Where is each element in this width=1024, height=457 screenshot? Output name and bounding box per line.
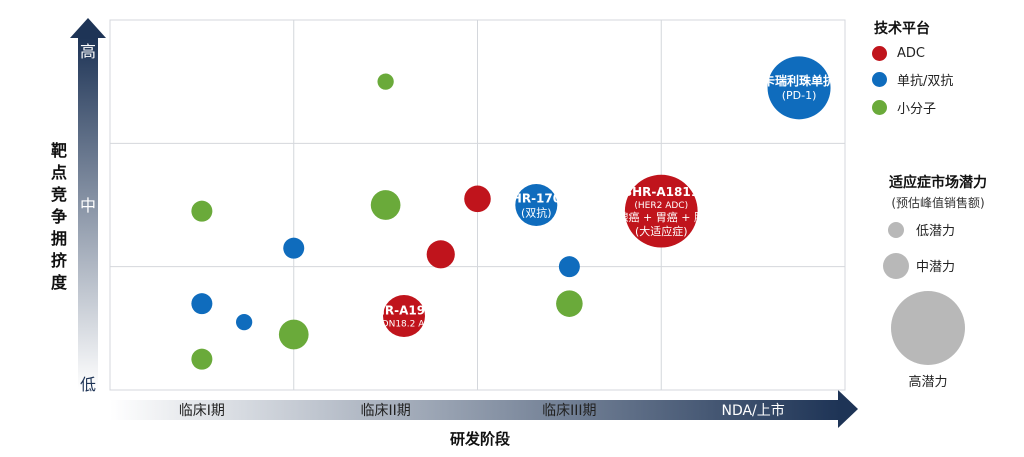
x-tick-label: NDA/上市 xyxy=(721,402,784,419)
bubble-sm xyxy=(556,290,583,317)
x-axis-bar xyxy=(110,400,840,420)
x-axis-arrowhead xyxy=(838,390,858,428)
bubble-label: SHR-A1904 xyxy=(366,304,442,318)
bubble-label: (双抗) xyxy=(521,205,552,219)
y-axis-bar xyxy=(78,38,98,390)
bubble-sm xyxy=(377,73,394,90)
size-legend-bubble xyxy=(891,291,965,365)
x-tick-labels: 临床I期 临床II期 临床III期 NDA/上市 xyxy=(179,402,785,419)
bubble-adc xyxy=(426,240,455,269)
x-tick-label: 临床III期 xyxy=(542,403,596,419)
bubble-label: (PD-1) xyxy=(782,89,817,102)
bubble-sm xyxy=(191,200,213,222)
y-axis-arrowhead xyxy=(70,18,106,38)
bubble-adc xyxy=(383,295,425,337)
size-legend-title: 适应症市场潜力 xyxy=(889,175,987,191)
x-axis-title: 研发阶段 xyxy=(450,430,510,448)
bubble-sm xyxy=(278,319,309,350)
bubble-sm xyxy=(370,190,401,220)
platform-legend-item: 小分子 xyxy=(872,98,953,117)
bubble-label: (HER2 ADC) xyxy=(634,201,688,211)
platform-legend-label: 单抗/双抗 xyxy=(897,74,954,89)
bubble-mab xyxy=(236,314,253,331)
bubble-mab xyxy=(515,184,558,226)
bubble-label: SHR-1701 xyxy=(503,191,569,205)
bubble-label: (CLDN18.2 ADC) xyxy=(367,320,441,330)
legend-dot-icon xyxy=(872,100,887,115)
y-tick-labels: 低中高 xyxy=(80,42,96,394)
bubble-label: (大适应症) xyxy=(635,224,688,238)
platform-legend-item: 单抗/双抗 xyxy=(872,70,953,89)
size-legend: 适应症市场潜力 (预估峰值销售额) xyxy=(858,172,1018,211)
platform-legend-title: 技术平台 xyxy=(874,21,930,37)
size-legend-subtitle: (预估峰值销售额) xyxy=(891,196,985,210)
y-tick-label: 高 xyxy=(80,42,96,61)
x-tick-label: 临床II期 xyxy=(360,403,410,419)
bubble-label: 卡瑞利珠单抗 xyxy=(763,73,835,88)
size-legend-label: 中潜力 xyxy=(916,260,955,275)
platform-legend-label: ADC xyxy=(897,46,925,61)
size-legend-bubble xyxy=(888,222,904,238)
bubble-sm xyxy=(191,348,213,370)
platform-legend-item: ADC xyxy=(872,46,953,61)
bubbles: SHR-A1904 (CLDN18.2 ADC) SHR-1701(双抗) SHR-A… xyxy=(191,56,835,370)
platform-legend: 技术平台 ADC 单抗/双抗小分子 xyxy=(872,18,953,126)
y-axis-title: 靶点竞争拥挤度 xyxy=(50,141,67,292)
bubble-mab xyxy=(767,56,831,120)
legend-dot-icon xyxy=(872,72,887,87)
y-tick-label: 中 xyxy=(80,196,96,215)
bubble-mab xyxy=(191,293,213,315)
bubble-adc xyxy=(464,185,491,213)
bubble-mab xyxy=(558,256,580,278)
bubble-label: SHR-A1811 xyxy=(623,185,699,199)
platform-legend-label: 小分子 xyxy=(897,102,937,117)
size-legend-bubble xyxy=(883,253,909,279)
size-legend-label: 低潜力 xyxy=(916,224,955,239)
bubble-label: 乳腺癌 + 胃癌 + 肺癌 xyxy=(607,210,716,224)
bubble-adc xyxy=(624,174,698,248)
bubble-mab xyxy=(283,237,305,259)
legend-dot-icon xyxy=(872,46,887,61)
grid xyxy=(109,19,846,391)
y-tick-label: 低 xyxy=(80,375,96,394)
x-tick-label: 临床I期 xyxy=(179,403,225,419)
size-legend-label: 高潜力 xyxy=(908,374,947,390)
